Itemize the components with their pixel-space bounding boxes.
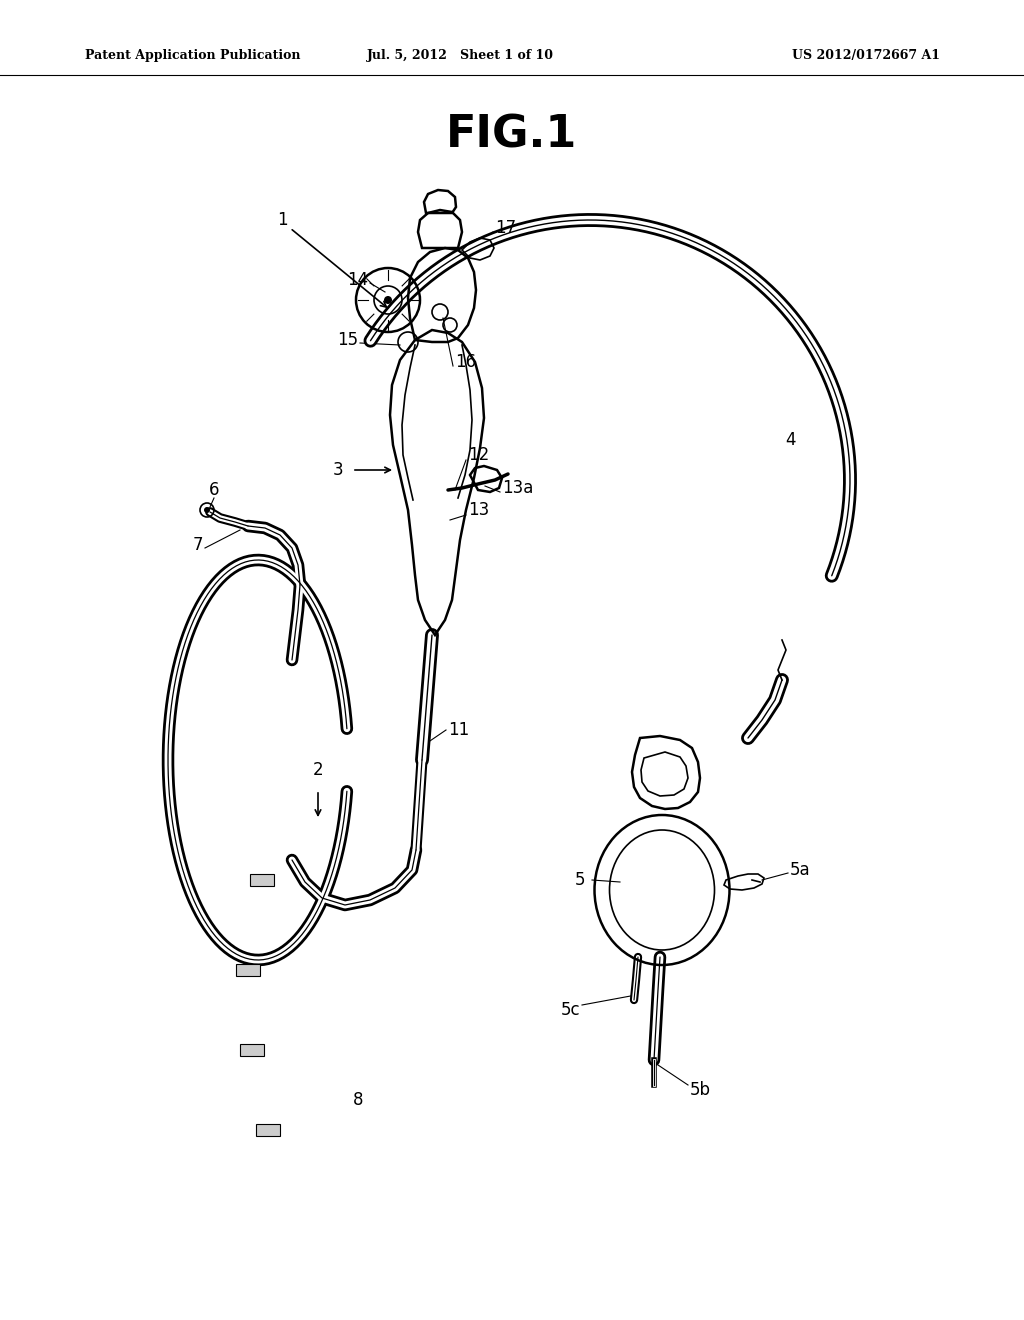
Text: 13a: 13a — [502, 479, 534, 498]
Polygon shape — [256, 1125, 280, 1137]
Text: 4: 4 — [784, 432, 796, 449]
Text: 11: 11 — [449, 721, 469, 739]
Polygon shape — [250, 874, 274, 886]
Text: 5c: 5c — [560, 1001, 580, 1019]
Text: 5a: 5a — [790, 861, 811, 879]
Circle shape — [384, 296, 392, 304]
Text: 14: 14 — [347, 271, 368, 289]
Polygon shape — [236, 964, 260, 975]
Text: 2: 2 — [312, 762, 324, 779]
Text: 5: 5 — [574, 871, 586, 888]
Circle shape — [204, 507, 210, 513]
Text: 6: 6 — [209, 480, 219, 499]
Text: 3: 3 — [333, 461, 343, 479]
Text: FIG.1: FIG.1 — [446, 114, 578, 157]
Text: 8: 8 — [352, 1092, 364, 1109]
Text: 12: 12 — [468, 446, 489, 465]
Text: 5b: 5b — [690, 1081, 711, 1100]
Text: US 2012/0172667 A1: US 2012/0172667 A1 — [792, 49, 940, 62]
Text: 15: 15 — [337, 331, 358, 348]
Text: Jul. 5, 2012   Sheet 1 of 10: Jul. 5, 2012 Sheet 1 of 10 — [367, 49, 554, 62]
Text: Patent Application Publication: Patent Application Publication — [85, 49, 300, 62]
Text: 17: 17 — [495, 219, 516, 238]
Text: 7: 7 — [193, 536, 203, 554]
Text: 16: 16 — [455, 352, 476, 371]
Polygon shape — [240, 1044, 264, 1056]
Text: 1: 1 — [276, 211, 288, 228]
Text: 13: 13 — [468, 502, 489, 519]
